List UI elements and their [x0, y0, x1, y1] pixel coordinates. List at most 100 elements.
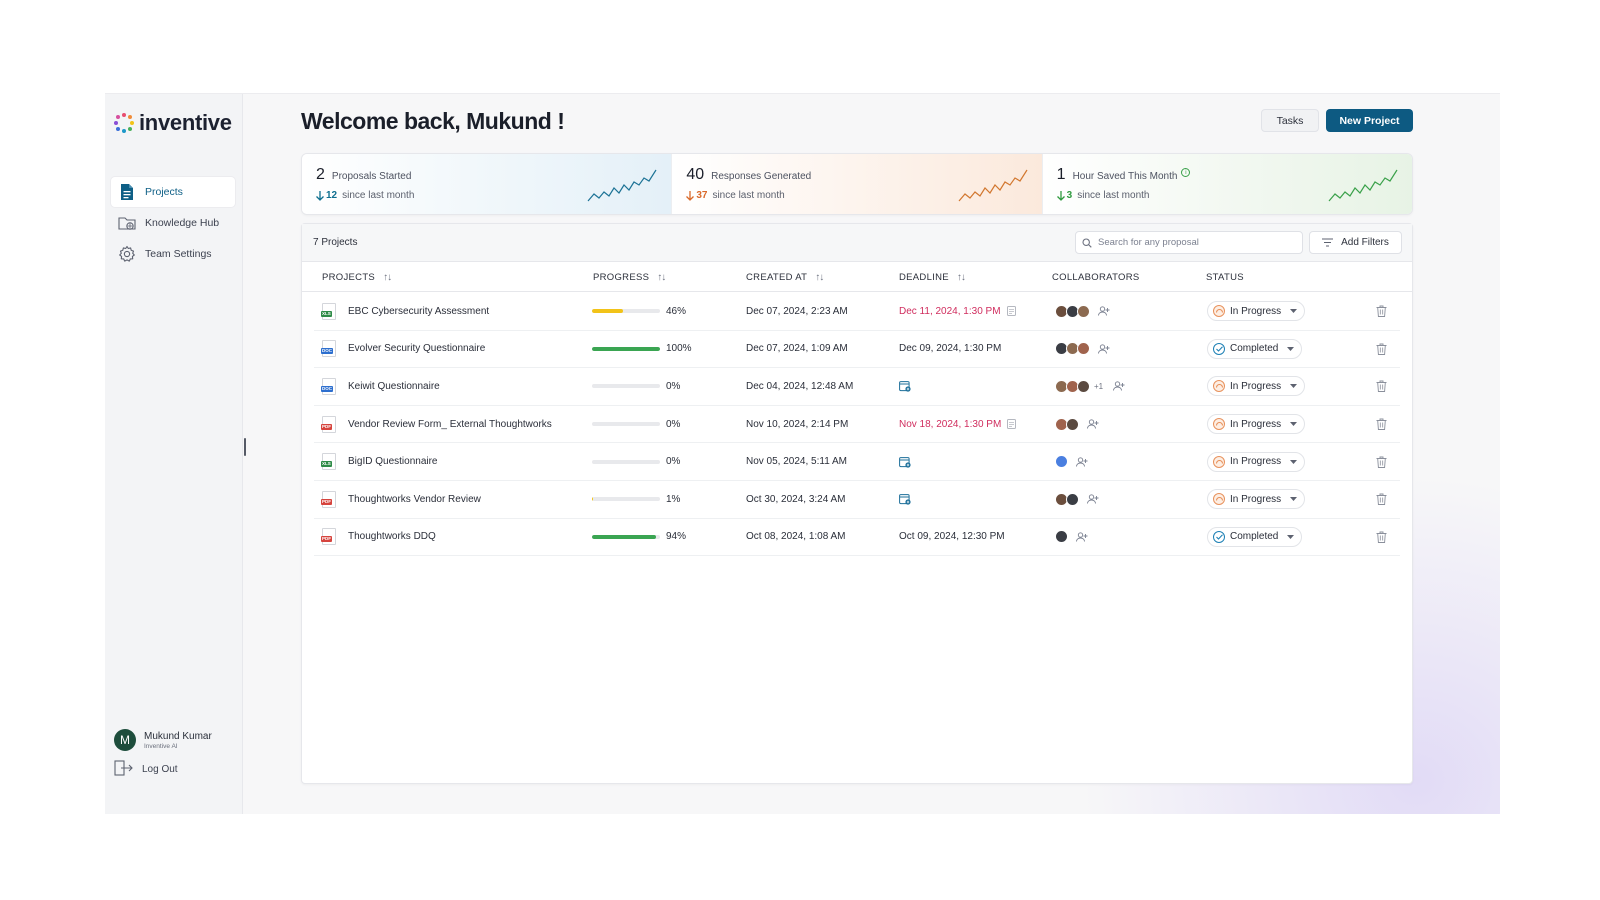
project-name-cell[interactable]: PDF Thoughtworks DDQ: [321, 519, 436, 556]
column-header-projects[interactable]: PROJECTS ↑↓: [322, 272, 392, 283]
add-collaborator-icon[interactable]: [1076, 532, 1088, 542]
project-name-cell[interactable]: XLS EBC Cybersecurity Assessment: [321, 293, 490, 330]
deadline-cell[interactable]: [899, 443, 911, 480]
trash-icon[interactable]: [1376, 456, 1387, 468]
sort-icon[interactable]: ↑↓: [815, 272, 824, 283]
progress-bar: [592, 384, 660, 389]
collaborator-avatar[interactable]: [1077, 342, 1090, 356]
table-row[interactable]: XLS BigID Questionnaire 0% Nov 05, 2024,…: [314, 443, 1400, 481]
deadline-cell[interactable]: [899, 368, 911, 405]
column-label: CREATED AT: [746, 272, 808, 283]
sort-icon[interactable]: ↑↓: [657, 272, 666, 283]
sidebar-item-team-settings[interactable]: Team Settings: [111, 239, 235, 269]
status-dropdown[interactable]: Completed: [1207, 526, 1303, 547]
status-dropdown[interactable]: In Progress: [1207, 301, 1306, 322]
add-collaborator-icon[interactable]: [1113, 381, 1125, 392]
trash-icon[interactable]: [1376, 493, 1387, 506]
search-input[interactable]: [1098, 237, 1288, 248]
project-name-cell[interactable]: DOC Evolver Security Questionnaire: [321, 331, 486, 368]
column-header-progress[interactable]: PROGRESS ↑↓: [593, 272, 666, 283]
set-deadline-calendar-icon[interactable]: [899, 493, 911, 505]
status-dropdown[interactable]: In Progress: [1207, 414, 1306, 435]
info-icon[interactable]: i: [1181, 168, 1191, 177]
add-collaborator-icon[interactable]: [1098, 306, 1110, 316]
logout-button[interactable]: Log Out: [114, 760, 178, 779]
project-name[interactable]: Vendor Review Form_ External Thoughtwork…: [348, 418, 552, 430]
table-row[interactable]: DOC Keiwit Questionnaire 0% Dec 04, 2024…: [314, 368, 1400, 406]
collaborator-avatar[interactable]: [1077, 304, 1090, 318]
note-icon[interactable]: [1007, 419, 1017, 430]
delete-cell: [1376, 368, 1387, 405]
sparkline-chart: [587, 169, 657, 202]
progress-cell: 0%: [592, 368, 680, 405]
trash-icon[interactable]: [1376, 343, 1387, 355]
collaborator-avatar[interactable]: [1055, 530, 1068, 544]
chevron-down-icon: [1290, 459, 1298, 464]
status-dropdown[interactable]: In Progress: [1207, 451, 1306, 472]
user-profile[interactable]: M Mukund Kumar Inventive AI: [114, 729, 212, 751]
deadline-cell[interactable]: Oct 09, 2024, 12:30 PM: [899, 519, 1005, 556]
collaborator-avatar[interactable]: [1055, 455, 1068, 469]
deadline-cell[interactable]: Dec 11, 2024, 1:30 PM: [899, 293, 1016, 330]
note-icon[interactable]: [1006, 306, 1016, 317]
status-dropdown[interactable]: In Progress: [1207, 376, 1306, 397]
table-row[interactable]: XLS EBC Cybersecurity Assessment 46% Dec…: [314, 293, 1400, 331]
add-collaborator-icon[interactable]: [1087, 419, 1099, 429]
sidebar-item-projects[interactable]: Projects: [111, 177, 235, 207]
completed-status-icon: [1213, 342, 1225, 355]
collaborator-avatar[interactable]: [1066, 417, 1079, 431]
sidebar-item-knowledge-hub[interactable]: Knowledge Hub: [111, 208, 235, 238]
trash-icon[interactable]: [1376, 380, 1387, 393]
user-name: Mukund Kumar: [144, 730, 212, 742]
new-project-button[interactable]: New Project: [1326, 109, 1413, 132]
stat-value: 1: [1056, 166, 1066, 183]
created-at-text: Nov 05, 2024, 5:11 AM: [746, 456, 847, 468]
stat-delta-value: 12: [326, 190, 338, 201]
set-deadline-calendar-icon[interactable]: [899, 456, 911, 468]
deadline-cell[interactable]: Nov 18, 2024, 1:30 PM: [899, 406, 1017, 443]
project-name-cell[interactable]: XLS BigID Questionnaire: [321, 443, 438, 480]
project-name-cell[interactable]: PDF Vendor Review Form_ External Thought…: [321, 406, 552, 443]
status-cell: In Progress: [1207, 293, 1306, 330]
project-name[interactable]: EBC Cybersecurity Assessment: [348, 305, 490, 317]
add-collaborator-icon[interactable]: [1076, 457, 1088, 467]
brand-logo[interactable]: inventive: [114, 110, 232, 136]
deadline-cell[interactable]: Dec 09, 2024, 1:30 PM: [899, 331, 1001, 368]
project-name[interactable]: BigID Questionnaire: [348, 456, 438, 468]
trash-icon[interactable]: [1376, 305, 1387, 318]
add-collaborator-icon[interactable]: [1087, 494, 1099, 504]
project-name-cell[interactable]: PDF Thoughtworks Vendor Review: [321, 481, 481, 518]
doc-file-icon: DOC: [321, 340, 336, 358]
progress-cell: 1%: [592, 481, 680, 518]
stat-card-hours-saved: 1 Hour Saved This Month i 3 since last m…: [1042, 154, 1412, 214]
stat-label: Responses Generated: [711, 171, 812, 182]
table-row[interactable]: PDF Thoughtworks Vendor Review 1% Oct 30…: [314, 481, 1400, 519]
table-row[interactable]: PDF Vendor Review Form_ External Thought…: [314, 406, 1400, 444]
project-name[interactable]: Thoughtworks Vendor Review: [348, 493, 481, 505]
deadline-cell[interactable]: [899, 481, 911, 518]
column-header-created-at[interactable]: CREATED AT ↑↓: [746, 272, 824, 283]
progress-bar: [592, 309, 660, 314]
set-deadline-calendar-icon[interactable]: [899, 380, 911, 393]
sidebar-resize-handle[interactable]: [244, 438, 246, 456]
project-name[interactable]: Keiwit Questionnaire: [348, 380, 440, 392]
collaborator-avatar[interactable]: [1077, 379, 1090, 393]
more-collaborators[interactable]: +1: [1094, 381, 1104, 391]
trash-icon[interactable]: [1376, 531, 1387, 543]
project-name[interactable]: Thoughtworks DDQ: [348, 531, 436, 543]
status-dropdown[interactable]: In Progress: [1207, 489, 1306, 510]
sort-icon[interactable]: ↑↓: [956, 272, 966, 283]
table-row[interactable]: DOC Evolver Security Questionnaire 100% …: [314, 331, 1400, 369]
status-dropdown[interactable]: Completed: [1207, 338, 1303, 359]
project-name-cell[interactable]: DOC Keiwit Questionnaire: [321, 368, 440, 405]
column-header-deadline[interactable]: DEADLINE ↑↓: [899, 272, 966, 283]
table-row[interactable]: PDF Thoughtworks DDQ 94% Oct 08, 2024, 1…: [314, 519, 1400, 557]
add-filters-button[interactable]: Add Filters: [1309, 231, 1402, 254]
sort-icon[interactable]: ↑↓: [383, 272, 392, 283]
created-at-cell: Nov 05, 2024, 5:11 AM: [746, 443, 847, 480]
trash-icon[interactable]: [1376, 418, 1387, 431]
collaborator-avatar[interactable]: [1066, 492, 1079, 506]
add-collaborator-icon[interactable]: [1098, 344, 1110, 354]
tasks-button[interactable]: Tasks: [1261, 109, 1319, 132]
project-name[interactable]: Evolver Security Questionnaire: [348, 343, 486, 355]
